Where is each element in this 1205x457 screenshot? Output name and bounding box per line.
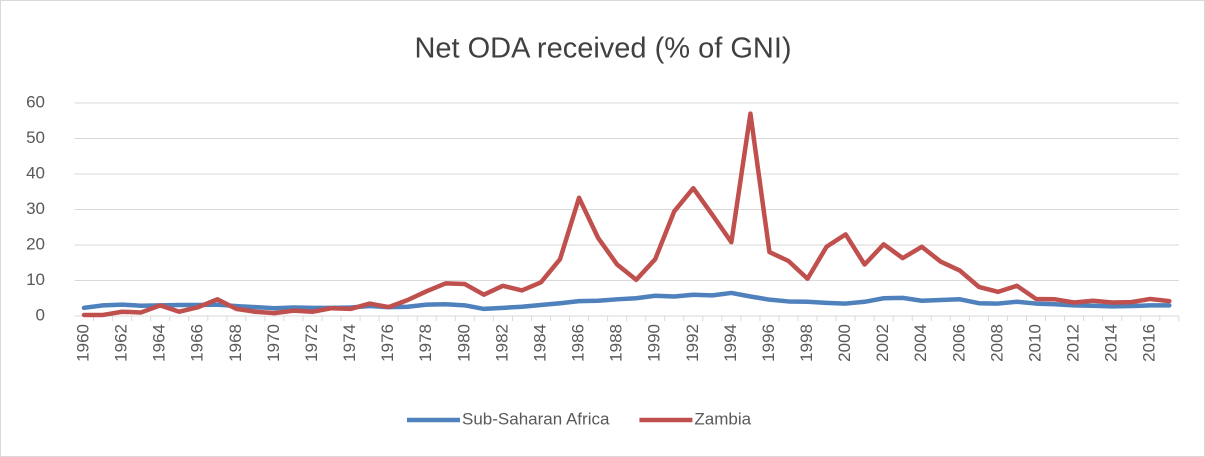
x-tick-label: 1980 (454, 324, 473, 362)
x-tick-label: 1988 (607, 324, 626, 362)
x-tick-label: 1972 (302, 324, 321, 362)
x-tick-label: 2012 (1064, 324, 1083, 362)
x-tick-label: 1970 (264, 324, 283, 362)
y-tick-label: 0 (36, 305, 45, 324)
y-tick-label: 10 (26, 270, 45, 289)
x-tick-label: 1968 (226, 324, 245, 362)
x-tick-label: 1998 (797, 324, 816, 362)
y-tick-label: 20 (26, 234, 45, 253)
x-tick-label: 2008 (987, 324, 1006, 362)
x-tick-label: 1962 (112, 324, 131, 362)
x-tick-label: 1976 (378, 324, 397, 362)
x-tick-label: 2014 (1102, 324, 1121, 362)
series-line (81, 111, 1172, 318)
x-tick-label: 1964 (150, 324, 169, 362)
x-tick-label: 1996 (759, 324, 778, 362)
x-tick-label: 1984 (530, 324, 549, 362)
x-tick-label: 1960 (74, 324, 93, 362)
y-tick-label: 50 (26, 128, 45, 147)
legend-label: Zambia (694, 409, 751, 428)
x-tick-label: 2000 (835, 324, 854, 362)
x-tick-label: 1982 (492, 324, 511, 362)
x-tick-label: 2004 (911, 324, 930, 362)
x-tick-label: 1990 (645, 324, 664, 362)
chart-title: Net ODA received (% of GNI) (414, 33, 791, 65)
x-tick-label: 2002 (873, 324, 892, 362)
y-tick-label: 30 (26, 199, 45, 218)
x-tick-label: 1974 (340, 324, 359, 362)
x-tick-label: 2016 (1140, 324, 1159, 362)
x-tick-label: 1966 (188, 324, 207, 362)
x-tick-label: 1986 (569, 324, 588, 362)
x-tick-label: 1994 (721, 324, 740, 362)
y-tick-label: 40 (26, 163, 45, 182)
y-tick-label: 60 (26, 92, 45, 111)
x-tick-label: 2006 (949, 324, 968, 362)
x-tick-label: 1992 (683, 324, 702, 362)
series-line (81, 290, 1172, 312)
legend-label: Sub-Saharan Africa (462, 409, 610, 428)
x-tick-label: 2010 (1025, 324, 1044, 362)
x-tick-label: 1978 (416, 324, 435, 362)
